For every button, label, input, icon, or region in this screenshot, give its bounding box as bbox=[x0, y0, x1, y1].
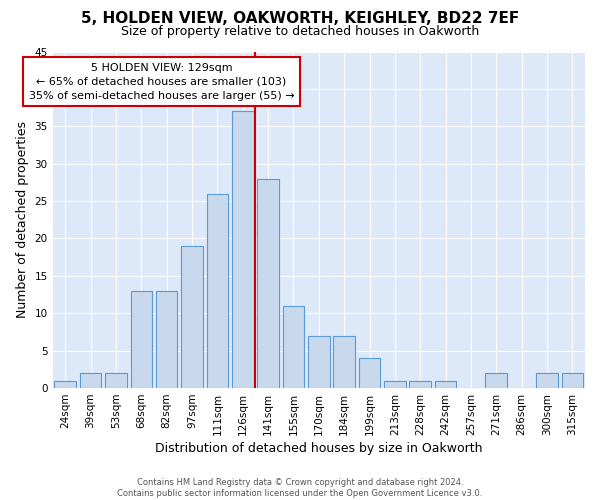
Bar bbox=[232, 112, 254, 388]
Bar bbox=[257, 178, 279, 388]
Bar bbox=[105, 373, 127, 388]
Bar bbox=[206, 194, 228, 388]
Bar bbox=[283, 306, 304, 388]
Bar bbox=[485, 373, 507, 388]
Y-axis label: Number of detached properties: Number of detached properties bbox=[16, 122, 29, 318]
Text: Contains HM Land Registry data © Crown copyright and database right 2024.
Contai: Contains HM Land Registry data © Crown c… bbox=[118, 478, 482, 498]
Bar bbox=[156, 291, 178, 388]
Bar bbox=[359, 358, 380, 388]
Bar bbox=[536, 373, 558, 388]
Bar bbox=[409, 380, 431, 388]
Bar bbox=[435, 380, 457, 388]
Text: 5, HOLDEN VIEW, OAKWORTH, KEIGHLEY, BD22 7EF: 5, HOLDEN VIEW, OAKWORTH, KEIGHLEY, BD22… bbox=[81, 11, 519, 26]
Bar bbox=[308, 336, 329, 388]
Bar bbox=[334, 336, 355, 388]
Text: 5 HOLDEN VIEW: 129sqm
← 65% of detached houses are smaller (103)
35% of semi-det: 5 HOLDEN VIEW: 129sqm ← 65% of detached … bbox=[29, 62, 295, 100]
Bar bbox=[181, 246, 203, 388]
Bar bbox=[384, 380, 406, 388]
Text: Size of property relative to detached houses in Oakworth: Size of property relative to detached ho… bbox=[121, 24, 479, 38]
Bar bbox=[55, 380, 76, 388]
X-axis label: Distribution of detached houses by size in Oakworth: Distribution of detached houses by size … bbox=[155, 442, 482, 455]
Bar bbox=[80, 373, 101, 388]
Bar bbox=[131, 291, 152, 388]
Bar bbox=[562, 373, 583, 388]
